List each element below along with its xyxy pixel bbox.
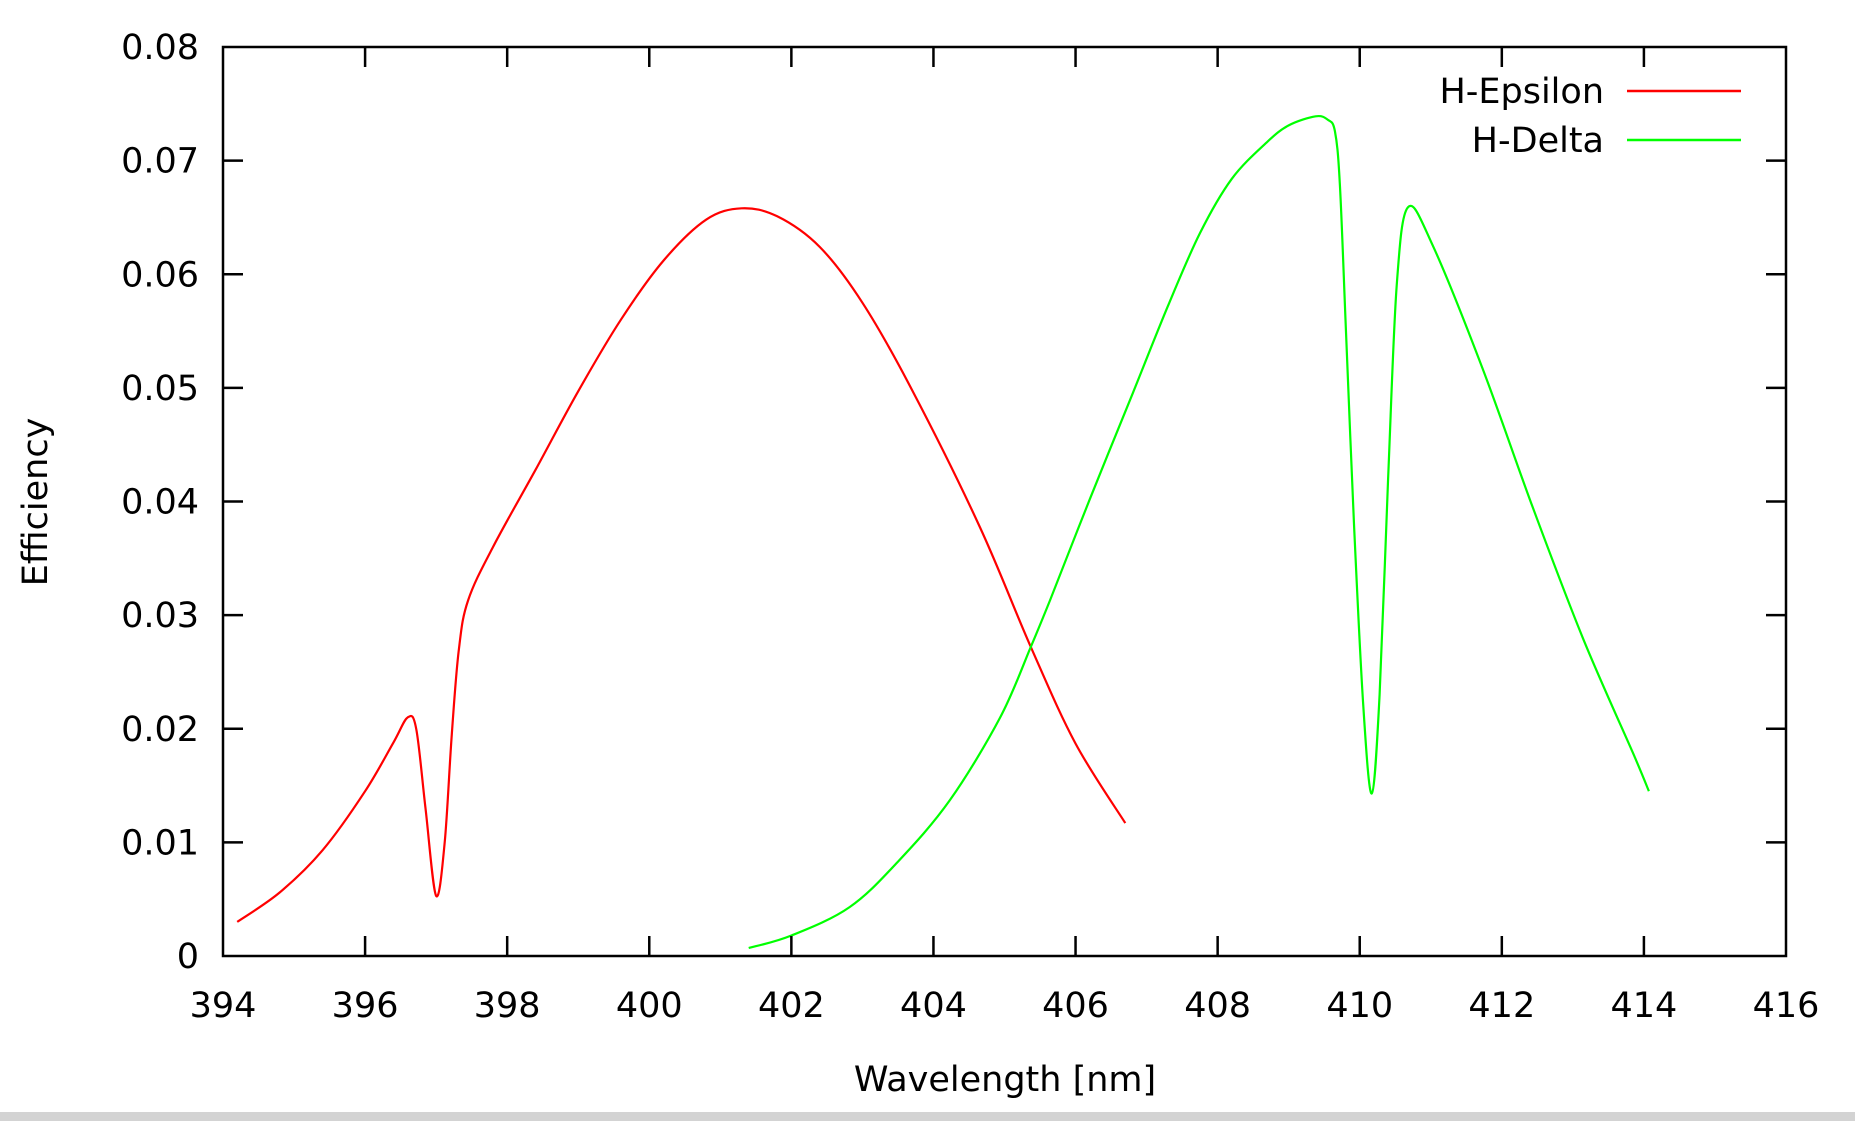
- legend: H-Epsilon H-Delta: [1439, 72, 1741, 161]
- y-tick-label: 0.01: [121, 823, 199, 863]
- x-tick-label: 410: [1326, 986, 1393, 1026]
- x-tick-labels: 394 396 398 400 402 404 406 408 410 412 414 416: [190, 986, 1820, 1026]
- y-tick-label: 0.02: [121, 710, 199, 750]
- x-tick-label: 394: [190, 986, 257, 1026]
- y-tick-label: 0.08: [121, 28, 199, 68]
- y-tick-label: 0.06: [121, 255, 199, 295]
- y-tick-label: 0.05: [121, 369, 199, 409]
- y-tick-label: 0: [177, 937, 199, 977]
- y-tick-label: 0.04: [121, 483, 199, 523]
- axis-ticks: [223, 47, 1786, 956]
- series-h-epsilon: [236, 207, 1127, 923]
- y-tick-labels: 0 0.01 0.02 0.03 0.04 0.05 0.06 0.07 0.08: [121, 28, 199, 977]
- series-layer: [236, 114, 1650, 950]
- x-tick-label: 400: [616, 986, 683, 1026]
- x-tick-label: 408: [1184, 986, 1251, 1026]
- plot-frame: [221, 45, 1788, 958]
- y-axis-label: Efficiency: [16, 418, 56, 587]
- x-tick-label: 396: [332, 986, 399, 1026]
- y-tick-label: 0.07: [121, 142, 199, 182]
- x-tick-label: 406: [1042, 986, 1109, 1026]
- legend-label-h-delta: H-Delta: [1472, 121, 1604, 161]
- bottom-scrollbar-strip: [0, 1112, 1855, 1121]
- series-h-delta: [748, 114, 1650, 950]
- legend-label-h-epsilon: H-Epsilon: [1439, 72, 1604, 112]
- x-tick-label: 416: [1753, 986, 1820, 1026]
- y-tick-label: 0.03: [121, 596, 199, 636]
- x-axis-label: Wavelength [nm]: [854, 1060, 1156, 1100]
- x-tick-label: 398: [474, 986, 541, 1026]
- x-tick-label: 412: [1468, 986, 1535, 1026]
- x-tick-label: 402: [758, 986, 825, 1026]
- x-tick-label: 404: [900, 986, 967, 1026]
- x-tick-label: 414: [1611, 986, 1678, 1026]
